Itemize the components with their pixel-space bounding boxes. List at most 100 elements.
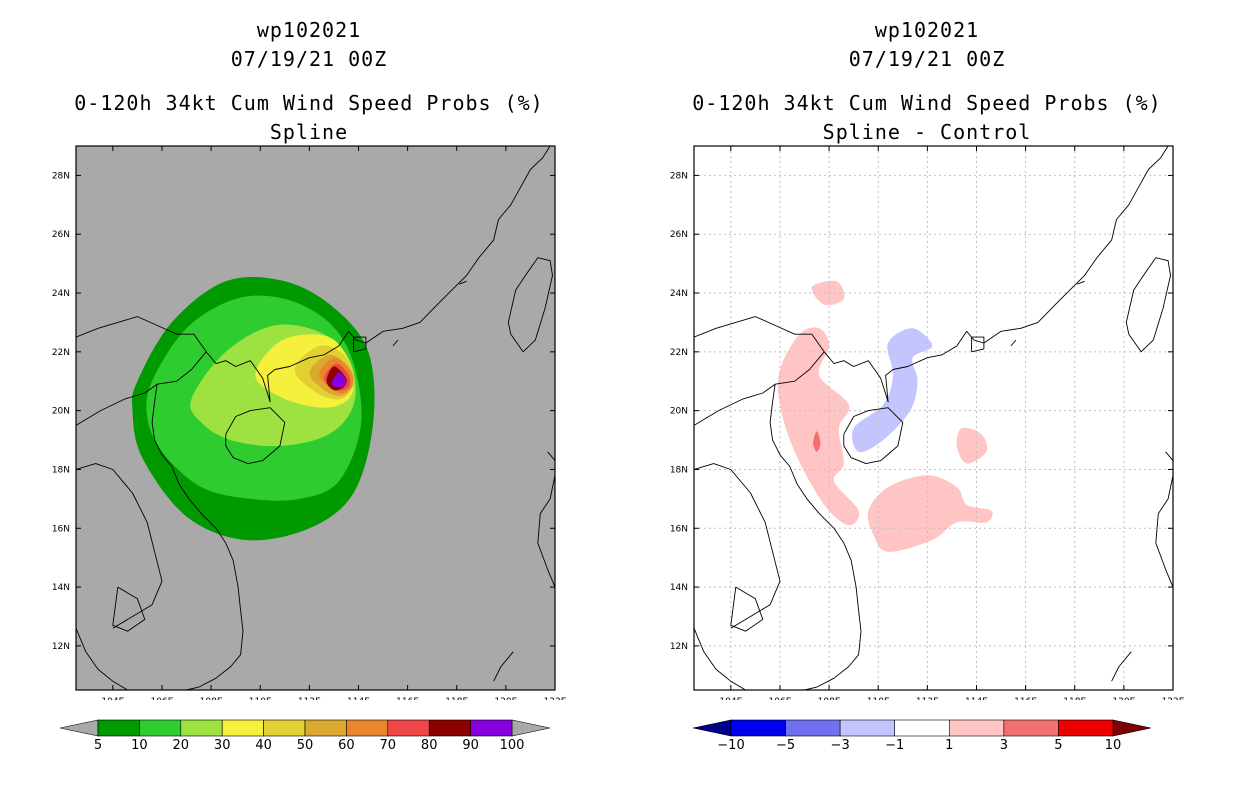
- colorbar-swatch-5: [304, 719, 347, 737]
- y-tick-label-26N: 26N: [52, 230, 70, 240]
- coastline-10: [493, 651, 514, 682]
- colorbar-label-0: −10: [717, 738, 744, 753]
- right-coastlines: [694, 146, 1173, 690]
- coastline-8: [730, 586, 764, 632]
- colorbar-swatch-1: [139, 719, 182, 737]
- y-tick-label-20N: 20N: [670, 407, 688, 417]
- left-axis-ticks: 104E 106E 108E 110E 112E 114E 116E 118E 120E 122E…: [52, 146, 567, 700]
- colorbar-label-10: 100: [500, 738, 525, 753]
- coastline-0: [694, 146, 1169, 403]
- x-tick-label-104E: 104E: [719, 697, 742, 700]
- colorbar-swatch-8: [428, 719, 471, 737]
- coastline-3: [76, 628, 128, 690]
- coastline-9: [537, 451, 555, 588]
- colorbar-label-9: 90: [462, 738, 479, 753]
- x-tick-label-116E: 116E: [396, 697, 419, 700]
- colorbar-label-5: 3: [1000, 738, 1008, 753]
- right-panel: wp102021 07/19/21 00Z 0-120h 34kt Cum Wi…: [618, 0, 1236, 800]
- y-tick-label-22N: 22N: [52, 348, 70, 358]
- coastline-7: [353, 336, 367, 353]
- colorbar-label-7: 10: [1105, 738, 1122, 753]
- y-tick-label-14N: 14N: [52, 583, 70, 593]
- left-coastlines: [76, 146, 555, 690]
- left-storm-id: wp102021: [256, 18, 362, 42]
- colorbar-swatch-2: [180, 719, 223, 737]
- y-tick-label-18N: 18N: [52, 465, 70, 475]
- colorbar-swatch-2: [839, 719, 896, 737]
- left-probability-contours: [131, 277, 375, 541]
- x-tick-label-114E: 114E: [347, 697, 370, 700]
- colorbar-swatch-3: [221, 719, 264, 737]
- colorbar-swatch-4: [263, 719, 306, 737]
- coastline-2: [151, 384, 244, 690]
- right-storm-id: wp102021: [874, 18, 980, 42]
- coastline-3: [694, 628, 746, 690]
- coastline-4: [76, 463, 163, 629]
- x-tick-label-108E: 108E: [818, 697, 841, 700]
- coastline-7: [971, 336, 985, 353]
- x-tick-label-106E: 106E: [151, 697, 174, 700]
- colorbar-label-6: 60: [338, 738, 355, 753]
- contour-level-90-9: [331, 372, 347, 388]
- x-tick-label-112E: 112E: [298, 697, 321, 700]
- colorbar-swatch-0: [730, 719, 786, 737]
- colorbar-label-8: 80: [421, 738, 438, 753]
- x-tick-label-118E: 118E: [445, 697, 468, 700]
- left-wind-prob-map: 104E 106E 108E 110E 112E 114E 116E 118E 120E 122E…: [52, 145, 567, 700]
- right-colorbar: −10 −5 −3 −1 1 3 5 10: [692, 719, 1152, 753]
- coastline-4: [694, 463, 781, 629]
- x-tick-label-122E: 122E: [544, 697, 567, 700]
- right-axis-ticks: 104E 106E 108E 110E 112E 114E 116E 118E 120E 122E…: [670, 146, 1185, 700]
- coastline-6: [507, 257, 553, 353]
- left-subtitle: Spline: [269, 120, 349, 144]
- y-tick-label-16N: 16N: [670, 524, 688, 534]
- left-map-frame: [75, 145, 556, 691]
- x-tick-label-110E: 110E: [249, 697, 272, 700]
- coastline-2: [769, 384, 862, 690]
- left-colorbar: 5 10 20 30 40 50 60 70 80 90 100: [59, 719, 551, 753]
- colorbar-label-5: 50: [297, 738, 314, 753]
- coastline-12: [1077, 280, 1085, 285]
- right-map-background: [694, 146, 1173, 690]
- contour-level-neg1-5: [852, 328, 933, 453]
- contour-level-1-2: [867, 475, 993, 552]
- x-tick-label-108E: 108E: [200, 697, 223, 700]
- coastline-0: [76, 146, 551, 403]
- coastline-5: [225, 407, 286, 465]
- right-title: 0-120h 34kt Cum Wind Speed Probs (%): [692, 91, 1162, 115]
- colorbar-over-arrow: [511, 719, 551, 737]
- colorbar-swatch-4: [948, 719, 1005, 737]
- y-tick-label-22N: 22N: [670, 348, 688, 358]
- contour-level-1-1: [811, 280, 845, 306]
- coastline-11: [1010, 339, 1017, 347]
- x-tick-label-110E: 110E: [867, 697, 890, 700]
- coastline-11: [392, 339, 399, 347]
- x-tick-label-104E: 104E: [101, 697, 124, 700]
- contour-level-1-3: [956, 427, 988, 464]
- y-tick-label-20N: 20N: [52, 407, 70, 417]
- colorbar-label-3: 30: [214, 738, 231, 753]
- left-title: 0-120h 34kt Cum Wind Speed Probs (%): [74, 91, 544, 115]
- x-tick-label-118E: 118E: [1063, 697, 1086, 700]
- contour-level-3-4: [813, 431, 821, 452]
- colorbar-swatch-6: [1058, 719, 1114, 737]
- colorbar-label-3: −1: [885, 738, 904, 753]
- colorbar-label-1: 10: [131, 738, 148, 753]
- colorbar-label-6: 5: [1054, 738, 1062, 753]
- colorbar-swatch-5: [1003, 719, 1059, 737]
- y-tick-label-26N: 26N: [670, 230, 688, 240]
- colorbar-swatch-0: [97, 719, 140, 737]
- left-panel: wp102021 07/19/21 00Z 0-120h 34kt Cum Wi…: [52, 18, 567, 753]
- left-datetime: 07/19/21 00Z: [230, 47, 388, 71]
- x-tick-label-112E: 112E: [916, 697, 939, 700]
- right-map-frame: [693, 145, 1174, 691]
- coastline-1: [76, 351, 207, 426]
- x-tick-label-114E: 114E: [965, 697, 988, 700]
- x-tick-label-120E: 120E: [494, 697, 517, 700]
- colorbar-swatch-7: [387, 719, 430, 737]
- y-tick-label-24N: 24N: [670, 289, 688, 299]
- x-tick-label-122E: 122E: [1162, 697, 1185, 700]
- coastline-5: [843, 407, 904, 465]
- colorbar-label-1: −5: [776, 738, 795, 753]
- coastline-1: [694, 351, 825, 426]
